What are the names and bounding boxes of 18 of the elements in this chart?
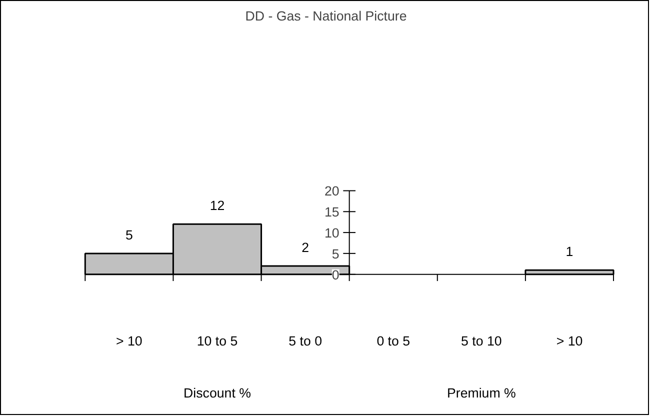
chart-title: DD - Gas - National Picture xyxy=(245,8,407,24)
text: Discount % xyxy=(184,386,252,401)
data-label: 2 xyxy=(302,240,310,255)
y-tick-label: 5 xyxy=(332,246,340,262)
data-label: 1 xyxy=(566,244,574,260)
y-tick-label: 20 xyxy=(324,184,340,199)
x-tick-label: 10 to 5 xyxy=(196,334,238,349)
x-tick-label: > 10 xyxy=(556,334,583,349)
x-tick-label: 5 to 10 xyxy=(461,334,502,349)
x-tick-label: 5 to 0 xyxy=(288,334,322,349)
y-tick-label: 15 xyxy=(324,204,340,220)
y-tick-label: 10 xyxy=(324,226,340,241)
x-tick-label: 0 to 5 xyxy=(376,334,410,349)
x-tick-label: > 10 xyxy=(116,334,142,349)
data-label: 12 xyxy=(210,198,225,214)
y-tick-label: 0 xyxy=(332,267,340,282)
text: Premium % xyxy=(446,386,516,401)
data-label: 5 xyxy=(125,227,133,242)
